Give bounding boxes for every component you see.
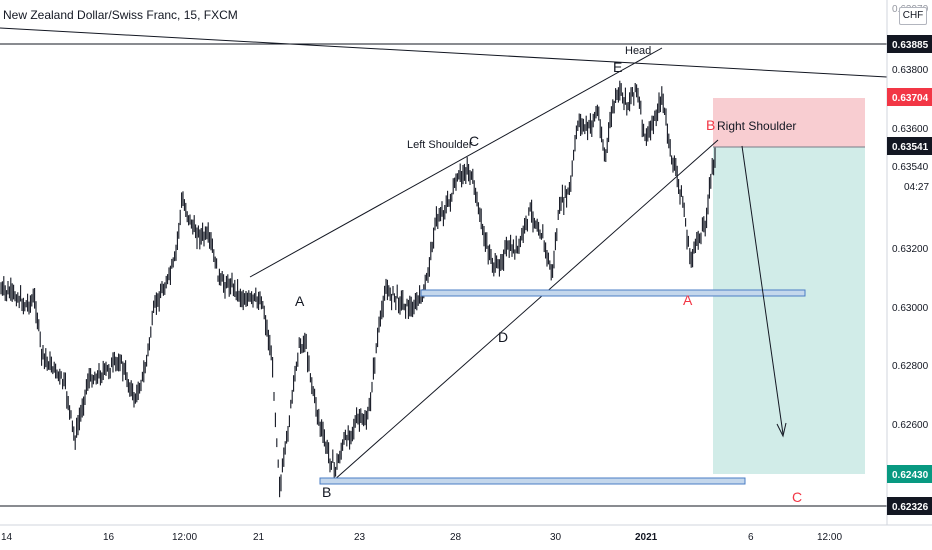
time-tick-23: 23 xyxy=(354,532,366,543)
price-axis[interactable] xyxy=(887,0,932,525)
time-tick-1200a: 12:00 xyxy=(172,532,197,543)
price-tick-62600: 0.62600 xyxy=(892,420,929,431)
price-tag-63541: 0.63541 xyxy=(887,137,932,155)
countdown-timer: 04:27 xyxy=(904,182,929,193)
price-tag-63704-label: 0.63704 xyxy=(892,93,929,104)
price-tick-63200: 0.63200 xyxy=(892,244,929,255)
price-tag-62326: 0.62326 xyxy=(887,497,932,515)
currency-button[interactable]: CHF xyxy=(899,7,927,25)
time-tick-28: 28 xyxy=(450,532,462,543)
wave-label-a: A xyxy=(295,293,305,309)
label-left-shoulder: Left Shoulder xyxy=(407,139,473,151)
price-tag-62430-label: 0.62430 xyxy=(892,470,929,481)
price-tag-63541-label: 0.63541 xyxy=(892,142,929,153)
take-profit-zone[interactable] xyxy=(713,147,865,474)
wave-label-d: D xyxy=(498,329,508,345)
time-tick-14: 14 xyxy=(1,532,13,543)
wave-label-e: E xyxy=(613,59,622,75)
chart-title: New Zealand Dollar/Swiss Franc, 15, FXCM xyxy=(3,8,238,22)
label-head: Head xyxy=(625,45,651,57)
upper-wedge-line[interactable] xyxy=(249,47,663,278)
label-right-shoulder: Right Shoulder xyxy=(717,119,796,133)
support-zone-lower[interactable] xyxy=(319,477,746,485)
support-zone-upper[interactable] xyxy=(420,289,806,297)
time-tick-21: 21 xyxy=(253,532,265,543)
candles xyxy=(0,80,716,498)
price-tag-63704: 0.63704 xyxy=(887,88,932,106)
time-tick-6: 6 xyxy=(748,532,754,543)
projection-arrow-head xyxy=(776,422,787,438)
price-tag-63885-label: 0.63885 xyxy=(892,40,929,51)
time-tick-2021: 2021 xyxy=(635,532,658,543)
wave-label-a-red: A xyxy=(683,292,693,308)
wave-label-c-red: C xyxy=(792,489,802,505)
time-axis[interactable]: 14 16 12:00 21 23 28 30 2021 6 12:00 xyxy=(1,532,842,543)
price-tag-62430: 0.62430 xyxy=(887,465,932,483)
price-tick-62800: 0.62800 xyxy=(892,361,929,372)
price-tick-63000: 0.63000 xyxy=(892,303,929,314)
projection-arrow-line xyxy=(741,145,784,435)
stop-loss-zone[interactable] xyxy=(713,98,865,147)
lower-wedge-line[interactable] xyxy=(332,139,719,482)
price-tag-63885: 0.63885 xyxy=(887,35,932,53)
time-tick-1200b: 12:00 xyxy=(817,532,842,543)
price-tick-63800: 0.63800 xyxy=(892,65,929,76)
price-tag-62326-label: 0.62326 xyxy=(892,502,929,513)
price-tick-63600: 0.63600 xyxy=(892,124,929,135)
price-tick-63540: 0.63540 xyxy=(892,162,929,173)
time-tick-16: 16 xyxy=(103,532,115,543)
time-tick-30: 30 xyxy=(550,532,562,543)
wave-label-b-red: B xyxy=(706,117,715,133)
wave-label-c: C xyxy=(469,133,479,149)
descending-trendline[interactable] xyxy=(0,27,888,78)
wave-label-b: B xyxy=(322,484,331,500)
